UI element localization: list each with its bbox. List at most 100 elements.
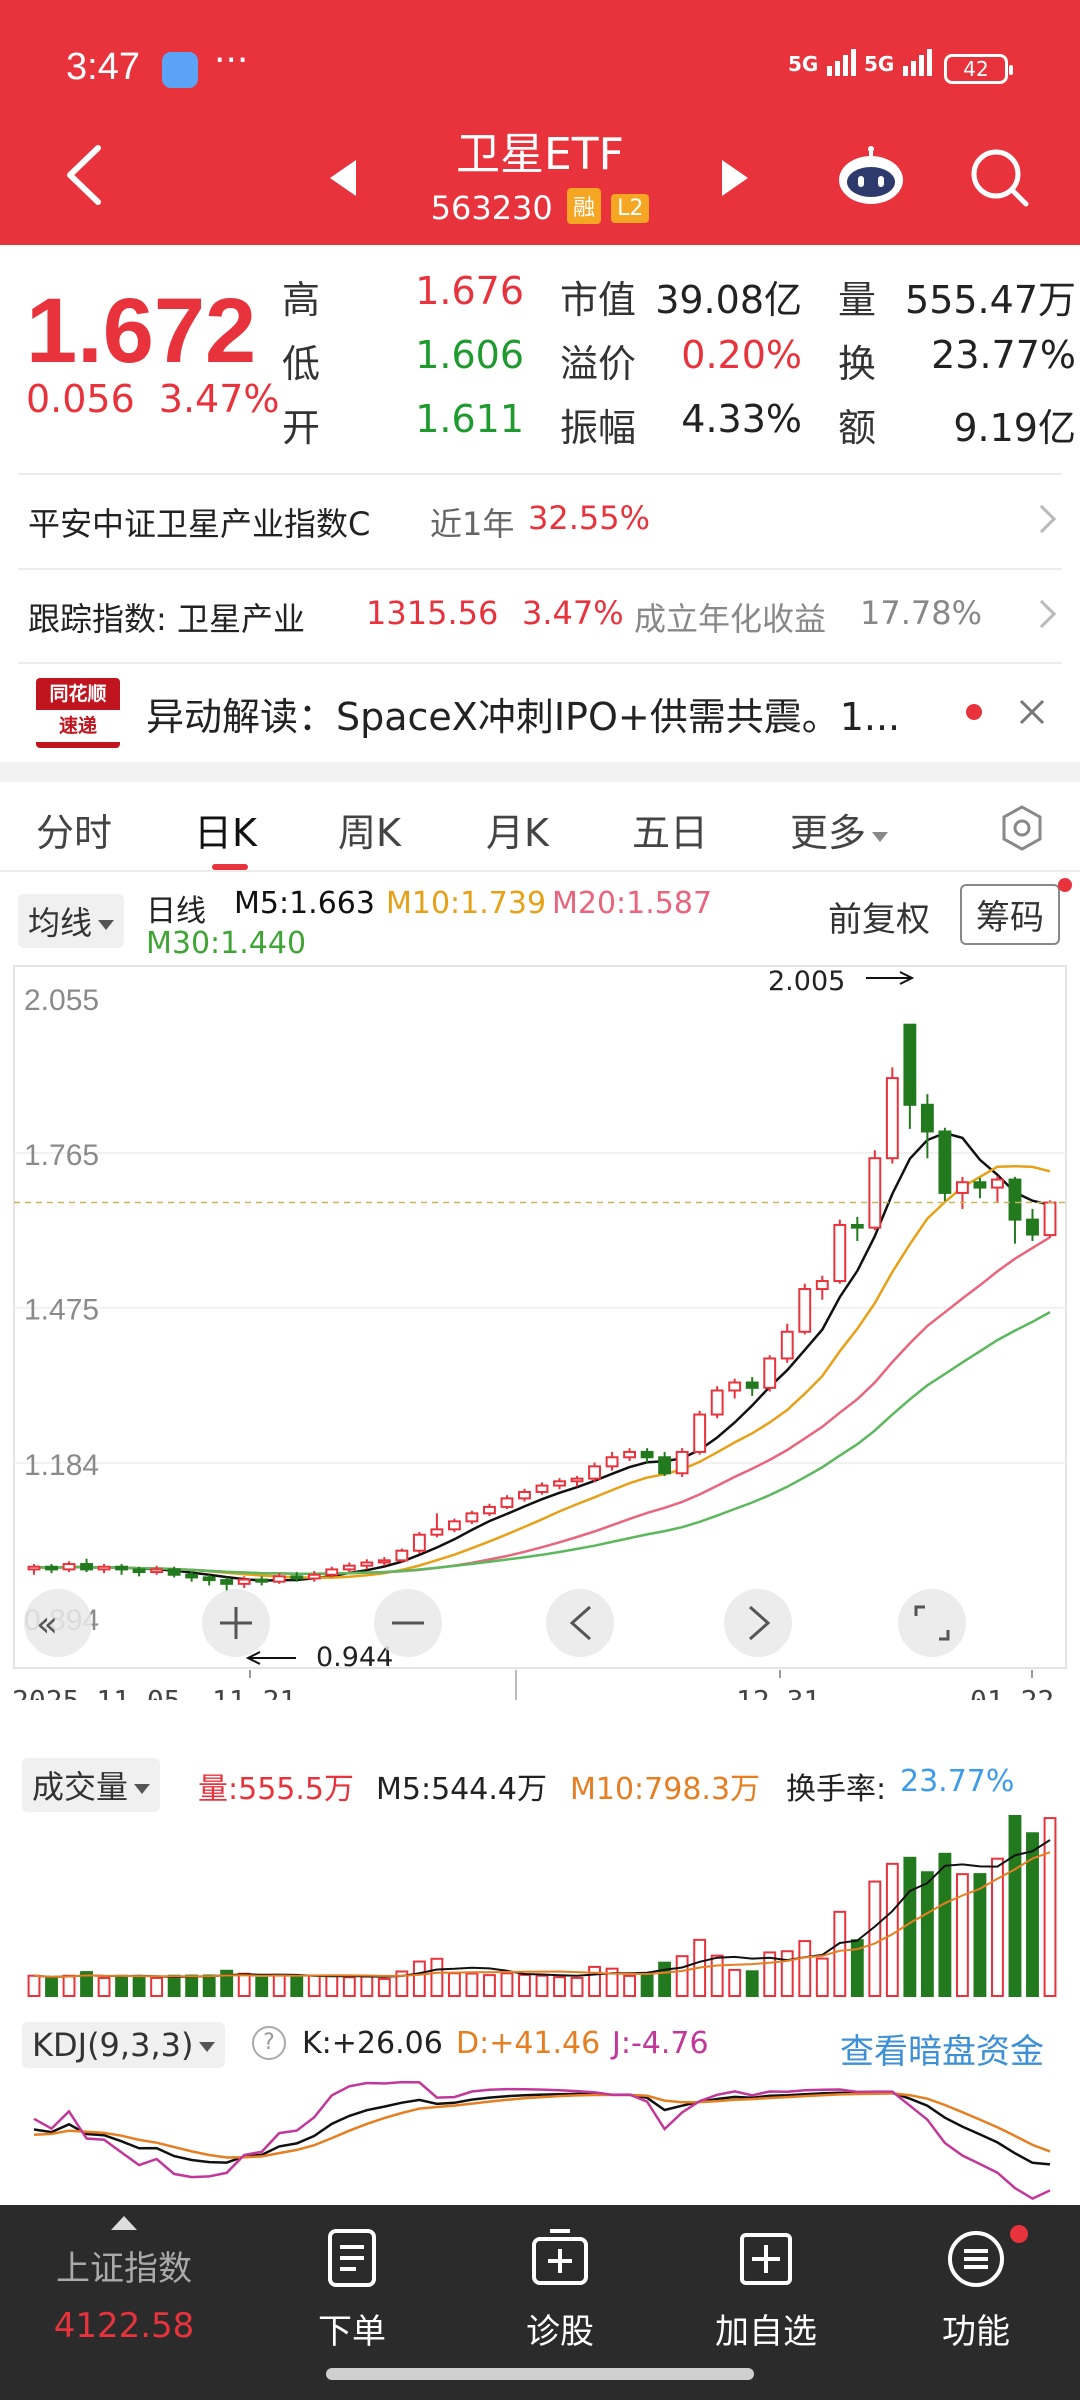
volume-bar (395, 1970, 409, 1997)
caret-up-icon (111, 2216, 137, 2230)
volume-bar (62, 1974, 76, 1997)
back-icon[interactable] (56, 140, 116, 210)
premium-label: 溢价 (560, 342, 637, 386)
tab-weekly-k[interactable]: 周K (338, 811, 401, 855)
amplitude-label: 振幅 (560, 406, 637, 450)
diagnose-button[interactable]: 诊股 (470, 2227, 650, 2353)
help-icon[interactable]: ? (252, 2026, 286, 2060)
tab-intraday[interactable]: 分时 (36, 811, 113, 855)
kdj-selector[interactable]: KDJ(9,3,3) (22, 2022, 226, 2068)
tab-more[interactable]: 更多 (790, 802, 889, 857)
candle (500, 1495, 514, 1510)
amplitude-value: 4.33% (681, 397, 802, 441)
news-row[interactable]: 同花顺 速递 异动解读：SpaceX冲刺IPO+供需共震。1... (0, 664, 1080, 762)
diagnose-icon (532, 2229, 588, 2285)
ma-lines (33, 1131, 1051, 1582)
scroll-right-button[interactable] (724, 1589, 792, 1657)
volume-bar (868, 1880, 882, 1997)
next-stock-icon[interactable] (722, 160, 748, 196)
index-ticker[interactable]: 上证指数 4122.58 (34, 2215, 214, 2346)
volume-bar (535, 1974, 549, 1998)
amount-label: 额 (838, 406, 877, 450)
candle (220, 1577, 234, 1592)
premium-value: 0.20% (681, 333, 802, 377)
ma30-line (33, 1311, 1051, 1576)
turnover-label: 换 (838, 342, 877, 386)
fund-row[interactable]: 平安中证卫星产业指数C 近1年 32.55% (0, 475, 1080, 567)
tab-daily-k[interactable]: 日K (194, 811, 257, 855)
x-label-start: 2025-11-05 (12, 1684, 181, 1700)
volume-selector[interactable]: 成交量 (22, 1758, 161, 1812)
volume-bar (202, 1974, 216, 1997)
volume-bar (500, 1972, 514, 1997)
volume-value: 555.47万 (905, 278, 1076, 322)
volume-selector-label: 成交量 (32, 1768, 129, 1806)
adjust-mode[interactable]: 前复权 (828, 900, 930, 940)
fullscreen-button[interactable] (898, 1589, 966, 1657)
volume-bar (605, 1967, 619, 1998)
search-icon[interactable] (968, 146, 1032, 210)
dark-pool-link[interactable]: 查看暗盘资金 (840, 2032, 1044, 2072)
volume-bar (220, 1969, 234, 1998)
candle (325, 1566, 339, 1578)
add-watchlist-label: 加自选 (715, 2312, 817, 2352)
candle (535, 1482, 549, 1495)
volume-m10: M10:798.3万 (570, 1772, 761, 1807)
candle (430, 1513, 444, 1538)
divider (18, 568, 1062, 570)
volume-bar (745, 1970, 759, 1998)
add-watchlist-button[interactable]: 加自选 (676, 2227, 856, 2353)
high-label: 高 (282, 278, 321, 322)
candle (412, 1532, 426, 1554)
chevron-left-icon (569, 1605, 591, 1641)
candle (640, 1448, 654, 1463)
candle (798, 1283, 812, 1335)
prev-stock-icon[interactable] (330, 160, 356, 196)
unread-dot-icon (966, 704, 982, 720)
volume-bar (412, 1960, 426, 1997)
candle (1026, 1208, 1039, 1241)
volume-bar (115, 1974, 129, 1998)
volume-bar (167, 1974, 181, 1997)
settings-hexagon-icon[interactable] (998, 804, 1046, 852)
volume-bar (938, 1852, 952, 1998)
tab-monthly-k[interactable]: 月K (486, 811, 549, 855)
ma5-value: M5:1.663 (234, 886, 375, 921)
ma20-line (33, 1236, 1051, 1576)
candle (255, 1576, 269, 1586)
scroll-start-button[interactable] (24, 1589, 92, 1657)
robot-icon[interactable] (836, 146, 906, 206)
fund-return: 32.55% (528, 499, 651, 537)
function-button[interactable]: 功能 (886, 2225, 1066, 2353)
volume-chart[interactable] (0, 1806, 1080, 2006)
order-button[interactable]: 下单 (262, 2227, 442, 2353)
chips-button[interactable]: 筹码 (960, 884, 1060, 945)
fund-name: 平安中证卫星产业指数C (28, 505, 371, 543)
volume-bar (955, 1873, 969, 1997)
tab-five-day[interactable]: 五日 (632, 811, 709, 855)
volume-bar (255, 1976, 269, 1998)
candle (658, 1451, 672, 1476)
indicator-selector[interactable]: 均线 (18, 894, 125, 948)
volume-bars (27, 1815, 1057, 1998)
candle (623, 1448, 637, 1461)
page-title: 卫星ETF (456, 129, 624, 180)
candle (885, 1067, 899, 1164)
candle (991, 1175, 1004, 1203)
tracking-row[interactable]: 跟踪指数: 卫星产业 1315.56 3.47% 成立年化收益 17.78% (0, 570, 1080, 662)
candle (693, 1410, 707, 1455)
ma-period: 日线 (146, 894, 206, 929)
volume-bar (342, 1976, 356, 1997)
volume-bar (1026, 1832, 1039, 1997)
close-icon[interactable] (1018, 698, 1046, 726)
divider (18, 473, 1062, 475)
battery-icon: 42 (944, 54, 1013, 84)
scroll-left-button[interactable] (546, 1589, 614, 1657)
kdj-chart (33, 2080, 1051, 2201)
signal-icon-1: 5G (788, 48, 861, 76)
volume-ma10-line (33, 1851, 1051, 1978)
candle (1008, 1176, 1022, 1244)
last-price: 1.672 (26, 280, 257, 382)
candle (465, 1510, 479, 1525)
